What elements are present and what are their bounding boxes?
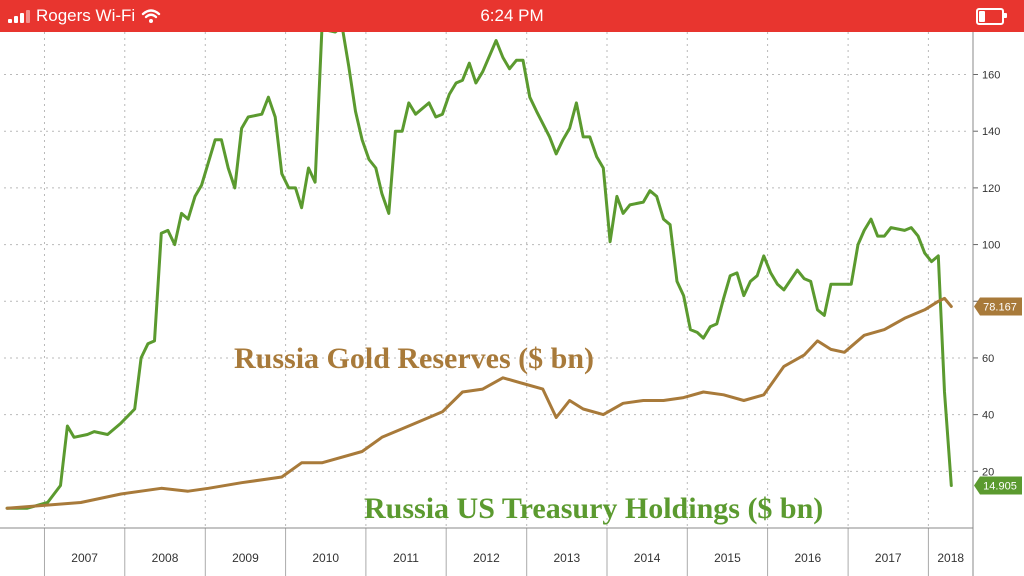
x-tick-label: 2010 <box>312 551 339 565</box>
signal-bars-icon <box>8 9 30 23</box>
chart: 2040608010012014016020072008200920102011… <box>0 32 1022 576</box>
status-bar: Rogers Wi-Fi 6:24 PM <box>0 0 1024 32</box>
treasury-series-title: Russia US Treasury Holdings ($ bn) <box>364 492 823 525</box>
y-tick-label: 120 <box>982 183 1000 195</box>
x-tick-label: 2013 <box>553 551 580 565</box>
x-tick-label: 2008 <box>152 551 179 565</box>
carrier-label: Rogers Wi-Fi <box>36 6 136 25</box>
x-tick-label: 2017 <box>875 551 902 565</box>
badge-shape <box>974 297 1022 316</box>
x-tick-label: 2009 <box>232 551 259 565</box>
x-tick-label: 2012 <box>473 551 500 565</box>
y-tick-label: 40 <box>982 410 994 422</box>
y-tick-label: 140 <box>982 126 1000 138</box>
wifi-icon <box>141 9 161 23</box>
badge-shape <box>974 476 1022 495</box>
gold-last-value-badge: 78.167 <box>974 297 1022 316</box>
y-tick-label: 100 <box>982 240 1000 252</box>
y-tick-label: 160 <box>982 70 1000 82</box>
badge-label: 14.905 <box>983 480 1017 492</box>
badge-label: 78.167 <box>983 301 1017 313</box>
gold-series-title: Russia Gold Reserves ($ bn) <box>234 342 594 375</box>
x-tick-label: 2015 <box>714 551 741 565</box>
battery-icon <box>976 8 1007 25</box>
y-tick-label: 20 <box>982 466 994 478</box>
x-tick-label: 2011 <box>393 551 419 565</box>
treasury-series-line <box>5 32 953 510</box>
status-time: 6:24 PM <box>480 6 544 25</box>
x-tick-label: 2014 <box>634 551 661 565</box>
x-tick-label: 2018 <box>937 551 964 565</box>
x-tick-label: 2007 <box>71 551 98 565</box>
x-tick-label: 2016 <box>794 551 821 565</box>
y-tick-label: 60 <box>982 353 994 365</box>
status-left: Rogers Wi-Fi <box>8 6 161 26</box>
gold-series-line <box>5 296 953 510</box>
treasury-last-value-badge: 14.905 <box>974 476 1022 495</box>
